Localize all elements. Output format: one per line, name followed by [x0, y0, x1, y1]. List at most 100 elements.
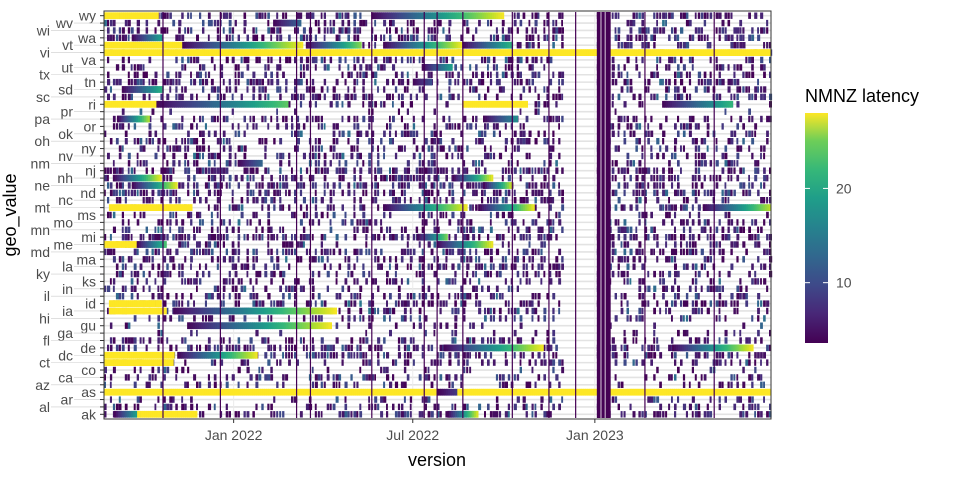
heatmap-cell — [523, 86, 526, 92]
heatmap-cell — [707, 79, 710, 85]
heatmap-cell — [719, 175, 722, 181]
heatmap-cell — [448, 27, 450, 33]
heatmap-cell — [748, 175, 750, 181]
heatmap-cell — [223, 79, 225, 85]
heatmap-cell — [232, 249, 235, 255]
heatmap-cell — [757, 227, 759, 233]
heatmap-cell — [707, 271, 709, 277]
heatmap-cell — [535, 168, 537, 174]
heatmap-cell — [508, 64, 511, 70]
heatmap-cell — [205, 249, 208, 255]
heatmap-cell — [558, 138, 560, 144]
heatmap-cell — [336, 293, 339, 299]
heatmap-cell — [315, 300, 317, 306]
heatmap-cell — [763, 278, 766, 284]
heatmap-cell — [546, 182, 548, 188]
heatmap-cell — [392, 94, 394, 100]
heatmap-cell — [695, 249, 698, 255]
heatmap-cell — [347, 72, 350, 78]
heatmap-cell — [356, 219, 358, 225]
heatmap-cell — [475, 264, 478, 270]
heatmap-cell — [377, 308, 379, 314]
heatmap-cell — [241, 264, 244, 270]
heatmap-cell — [674, 153, 677, 159]
heatmap-cell — [146, 382, 149, 388]
heatmap-cell — [710, 367, 712, 373]
heatmap-cell — [422, 411, 424, 417]
heatmap-cell — [193, 234, 196, 240]
heatmap-cell — [463, 212, 465, 218]
heatmap-cell — [276, 72, 278, 78]
heatmap-cell — [116, 79, 119, 85]
heatmap-cell — [496, 35, 499, 41]
heatmap-cell — [137, 79, 140, 85]
heatmap-cell — [526, 42, 529, 48]
heatmap-cell — [377, 404, 379, 410]
heatmap-cell — [484, 264, 486, 270]
heatmap-cell — [410, 315, 412, 321]
heatmap-cell — [407, 57, 409, 63]
heatmap-cell — [389, 20, 392, 26]
heatmap-cell — [624, 359, 627, 365]
heatmap-cell — [342, 101, 344, 107]
heatmap-cell — [125, 374, 128, 380]
heatmap-cell — [656, 175, 658, 181]
heatmap-cell — [107, 57, 109, 63]
heatmap-cell — [392, 197, 395, 203]
heatmap-cell — [392, 79, 395, 85]
heatmap-cell — [538, 72, 541, 78]
heatmap-cell — [368, 138, 371, 144]
heatmap-cell — [131, 190, 134, 196]
heatmap-cell — [490, 20, 492, 26]
heatmap-cell — [677, 330, 680, 336]
heatmap-cell — [336, 35, 339, 41]
heatmap-cell — [505, 411, 508, 417]
heatmap-cell — [377, 190, 379, 196]
heatmap-cell — [763, 27, 765, 33]
heatmap-cell — [695, 241, 697, 247]
heatmap-cell — [208, 131, 211, 137]
heatmap-cell — [223, 219, 225, 225]
heatmap-cell — [336, 352, 338, 358]
heatmap-cell — [143, 197, 145, 203]
heatmap-cell — [558, 308, 560, 314]
heatmap-cell — [143, 190, 145, 196]
heatmap-cell — [526, 79, 529, 85]
heatmap-cell — [496, 94, 499, 100]
heatmap-cell — [760, 94, 763, 100]
heatmap-cell — [647, 42, 650, 48]
heatmap-cell — [615, 35, 618, 41]
heatmap-cell — [318, 315, 321, 321]
heatmap-cell — [555, 264, 558, 270]
heatmap-cell — [353, 227, 355, 233]
heatmap-cell — [748, 109, 751, 115]
heatmap-cell — [247, 219, 249, 225]
heatmap-cell — [698, 219, 701, 225]
heatmap-cell — [157, 396, 159, 402]
heatmap-cell — [235, 293, 237, 299]
heatmap-cell — [252, 197, 255, 203]
heatmap-cell — [532, 367, 534, 373]
heatmap-cell — [460, 131, 462, 137]
heatmap-cell — [704, 153, 706, 159]
heatmap-cell — [517, 160, 519, 166]
heatmap-cell — [428, 264, 430, 270]
heatmap-cell — [359, 308, 362, 314]
heatmap-cell — [362, 72, 365, 78]
heatmap-cell — [143, 79, 145, 85]
heatmap-cell — [270, 411, 272, 417]
heatmap-cell — [739, 42, 742, 48]
heatmap-cell — [413, 153, 416, 159]
heatmap-cell — [276, 256, 279, 262]
heatmap-cell — [754, 94, 757, 100]
heatmap-cell — [719, 396, 721, 402]
heatmap-cell — [279, 286, 282, 292]
heatmap-cell — [267, 345, 270, 351]
heatmap-cell — [523, 131, 526, 137]
heatmap-cell — [448, 359, 451, 365]
heatmap-cell — [520, 367, 522, 373]
heatmap-cell — [442, 145, 444, 151]
heatmap-cell — [561, 35, 563, 41]
heatmap-cell — [698, 404, 700, 410]
heatmap-cell — [692, 396, 695, 402]
